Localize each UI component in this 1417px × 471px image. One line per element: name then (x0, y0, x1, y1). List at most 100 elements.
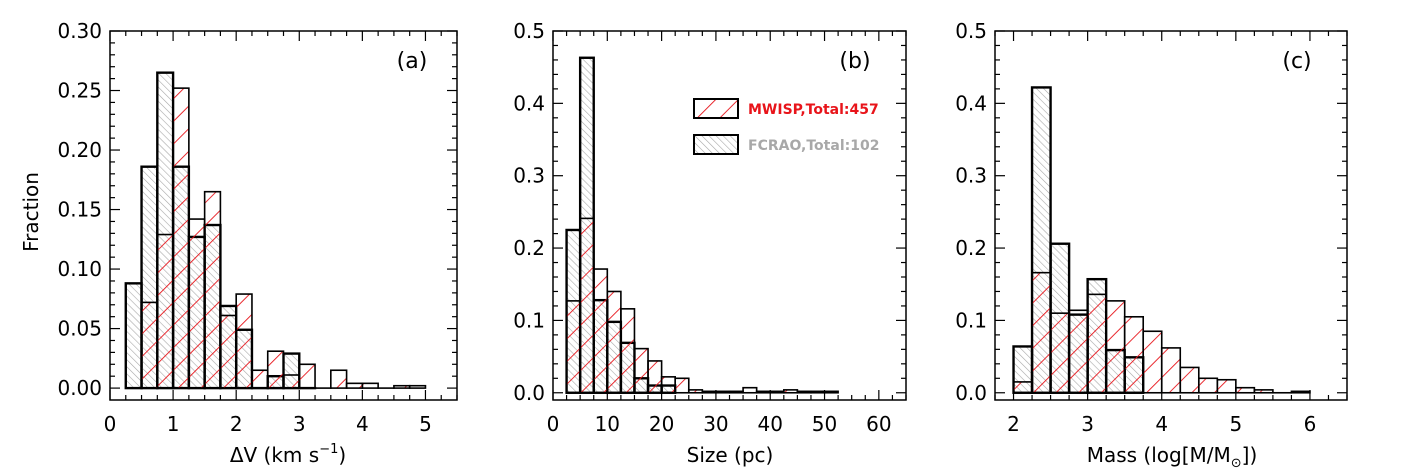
bar-mwisp-b-18 (810, 390, 826, 394)
bar-mwisp-c-10 (1197, 377, 1219, 394)
panel-c-xlabel-end: ]) (1242, 443, 1258, 467)
bar-mwisp-b-7 (660, 376, 676, 394)
panel-c: 2 3 4 5 6 0.0 0.1 0.2 0.3 0.4 0.5 (c) Mass (log[M/… (955, 19, 1348, 471)
x-tick-label-a-5: 5 (419, 412, 432, 436)
panel-a-xlabel-main: ΔV (km s (230, 443, 319, 467)
bar-fcrao-a-0 (124, 282, 143, 390)
bar-mwisp-a-1 (156, 233, 174, 389)
y-tick-label-a-3: 0.15 (57, 198, 102, 222)
y-tick-label-c-1: 0.1 (955, 308, 987, 332)
bar-mwisp-a-6 (235, 293, 253, 389)
bar-mwisp-b-14 (755, 390, 772, 394)
y-tick-label-a-2: 0.10 (57, 257, 102, 281)
bar-mwisp-a-4 (203, 190, 222, 389)
x-tick-label-c-4: 6 (1304, 412, 1317, 436)
bar-mwisp-a-17 (408, 384, 427, 389)
bar-mwisp-c-6 (1123, 315, 1145, 394)
x-tick-label-b-6: 60 (866, 412, 891, 436)
bar-mwisp-c-3 (1068, 309, 1089, 394)
panel-a-x-axis-title: ΔV (km s−1) (230, 442, 346, 467)
bar-mwisp-b-1 (579, 217, 595, 394)
bar-mwisp-b-12 (728, 390, 744, 394)
panel-a-label: (a) (397, 49, 428, 74)
bar-mwisp-b-17 (796, 390, 812, 394)
y-tick-label-b-2: 0.2 (513, 236, 545, 260)
panel-b-label: (b) (839, 49, 870, 74)
panel-c-plot: 2 3 4 5 6 0.0 0.1 0.2 0.3 0.4 0.5 (955, 19, 1348, 436)
bar-mwisp-b-4 (620, 308, 636, 394)
x-tick-label-a-2: 2 (230, 412, 243, 436)
panel-a-xlabel-sup: −1 (319, 442, 338, 457)
x-tick-label-a-0: 0 (104, 412, 117, 436)
bar-mwisp-c-12 (1235, 386, 1256, 394)
y-tick-label-c-0: 0.0 (955, 381, 987, 405)
bar-mwisp-c-13 (1253, 389, 1274, 394)
x-tick-label-a-4: 4 (356, 412, 369, 436)
panel-c-xlabel-sub: ⊙ (1231, 456, 1242, 471)
y-tick-label-b-5: 0.5 (513, 19, 545, 43)
y-tick-label-a-1: 0.05 (57, 317, 102, 341)
bar-mwisp-a-16 (393, 384, 411, 389)
bar-mwisp-b-8 (674, 377, 690, 394)
panel-c-x-axis-title: Mass (log[M/M⊙]) (1087, 443, 1258, 471)
bar-mwisp-b-0 (565, 300, 581, 394)
bar-mwisp-c-7 (1142, 330, 1163, 394)
y-tick-label-b-3: 0.3 (513, 164, 545, 188)
bar-mwisp-b-10 (701, 390, 717, 394)
bar-mwisp-c-1 (1031, 271, 1052, 394)
axes-frame-c (994, 30, 1348, 401)
x-tick-label-c-0: 2 (1007, 412, 1020, 436)
bar-mwisp-b-19 (823, 390, 839, 394)
bar-mwisp-c-4 (1086, 293, 1107, 394)
panel-a-plot: 0 1 2 3 4 5 0.00 0.05 0.10 0.15 0.20 0.25 0.30 (57, 19, 458, 436)
x-tick-label-b-3: 30 (703, 412, 728, 436)
bar-mwisp-b-13 (742, 386, 758, 394)
bar-mwisp-a-12 (330, 369, 348, 389)
x-tick-label-a-3: 3 (293, 412, 306, 436)
panel-b-x-axis-title: Size (pc) (687, 443, 774, 467)
y-tick-label-c-5: 0.5 (955, 19, 987, 43)
x-tick-label-b-5: 50 (812, 412, 837, 436)
y-tick-label-b-0: 0.0 (513, 381, 545, 405)
panel-c-xlabel-main: Mass (log[M/M (1087, 443, 1231, 467)
bar-mwisp-b-9 (687, 389, 704, 394)
x-tick-label-b-1: 10 (595, 412, 620, 436)
bar-mwisp-c-9 (1179, 366, 1200, 394)
x-tick-label-c-2: 4 (1155, 412, 1168, 436)
bar-mwisp-b-16 (783, 389, 799, 394)
x-tick-label-b-0: 0 (547, 412, 560, 436)
bar-mwisp-a-10 (298, 363, 316, 389)
bar-mwisp-a-9 (282, 374, 301, 389)
y-tick-label-a-6: 0.30 (57, 19, 102, 43)
bar-mwisp-b-15 (769, 390, 785, 394)
legend-mwisp-swatch (693, 98, 739, 119)
bar-mwisp-c-2 (1049, 312, 1070, 394)
panel-b-plot: 0 10 20 30 40 50 60 0.0 0.1 0.2 0.3 0.4 0.5 (513, 19, 907, 436)
bar-mwisp-a-3 (188, 218, 206, 389)
y-tick-label-b-4: 0.4 (513, 91, 545, 115)
bar-mwisp-c-8 (1160, 347, 1182, 394)
panel-a: 0 1 2 3 4 5 0.00 0.05 0.10 0.15 0.20 0.25 0.30 (a) F… (19, 19, 458, 467)
bar-mwisp-b-6 (647, 360, 663, 394)
bar-mwisp-b-11 (715, 390, 731, 394)
y-tick-label-a-5: 0.25 (57, 79, 102, 103)
legend-mwisp-label: MWISP,Total:457 (748, 102, 879, 118)
bar-mwisp-a-5 (219, 314, 237, 389)
bar-mwisp-b-2 (592, 268, 609, 394)
x-tick-label-b-4: 40 (758, 412, 783, 436)
panel-c-label: (c) (1282, 49, 1311, 74)
x-tick-label-c-1: 3 (1081, 412, 1094, 436)
bar-mwisp-c-0 (1012, 381, 1033, 394)
x-tick-label-a-1: 1 (167, 412, 180, 436)
panel-a-y-axis-title: Fraction (19, 172, 43, 252)
bar-mwisp-a-0 (140, 301, 159, 389)
bar-mwisp-b-5 (633, 347, 649, 394)
bar-mwisp-b-3 (606, 290, 622, 394)
bar-mwisp-c-5 (1105, 300, 1126, 394)
x-tick-label-c-3: 5 (1229, 412, 1242, 436)
bar-mwisp-a-7 (251, 369, 269, 389)
y-tick-label-c-3: 0.3 (955, 164, 987, 188)
legend-fcrao-swatch (693, 134, 739, 155)
x-tick-label-b-2: 20 (649, 412, 674, 436)
